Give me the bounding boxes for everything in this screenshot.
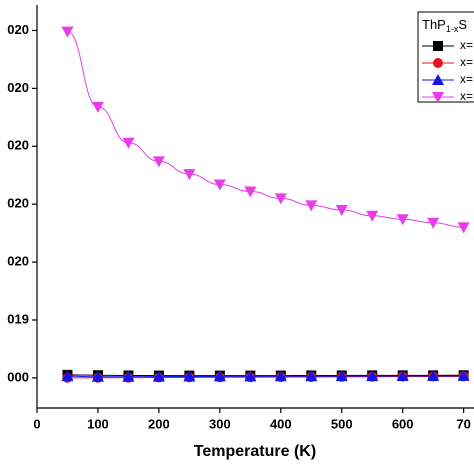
marker (274, 370, 287, 382)
legend-label: x= (460, 72, 473, 86)
x-tick-label: 300 (209, 416, 231, 431)
x-tick-label: 600 (392, 416, 414, 431)
x-axis-label: Temperature (K) (194, 443, 316, 460)
legend-label: x= (460, 89, 473, 103)
legend-label: x= (460, 55, 473, 69)
x-tick-label: 70 (456, 416, 470, 431)
marker (244, 186, 257, 198)
marker (213, 370, 226, 382)
y-tick-label: 000 (7, 369, 29, 384)
legend-marker (433, 58, 443, 68)
marker (335, 370, 348, 382)
x-tick-label: 500 (331, 416, 353, 431)
marker (152, 370, 165, 382)
marker (183, 370, 196, 382)
y-tick-label: 019 (7, 311, 29, 326)
marker (91, 101, 104, 113)
series-line (67, 375, 464, 378)
marker (457, 222, 470, 234)
series-line (67, 31, 464, 228)
legend-marker (432, 74, 444, 85)
marker (366, 370, 379, 382)
x-tick-label: 400 (270, 416, 292, 431)
legend-box (417, 11, 474, 103)
marker (213, 179, 226, 191)
marker (427, 217, 440, 229)
y-tick-label: 020 (7, 254, 29, 269)
marker (427, 370, 440, 382)
marker (366, 210, 379, 222)
y-tick-label: 020 (7, 22, 29, 37)
legend-label: x= (460, 38, 473, 52)
y-tick-label: 020 (7, 138, 29, 153)
marker (152, 156, 165, 168)
x-tick-label: 0 (33, 416, 40, 431)
marker (61, 26, 74, 38)
legend-title-part: ThP (422, 17, 446, 32)
y-tick-label: 020 (7, 196, 29, 211)
marker (244, 370, 257, 382)
marker (183, 169, 196, 181)
marker (274, 193, 287, 205)
marker (457, 369, 470, 381)
legend-marker (433, 41, 443, 51)
marker (305, 200, 318, 212)
x-tick-label: 100 (87, 416, 109, 431)
marker (396, 370, 409, 382)
legend-title: ThP1-xS (422, 17, 467, 34)
legend-title-part: S (458, 17, 467, 32)
y-tick-label: 020 (7, 80, 29, 95)
legend-marker (432, 92, 444, 103)
legend-title-part: 1-x (446, 24, 459, 34)
marker (122, 370, 135, 382)
marker (335, 204, 348, 216)
marker (396, 214, 409, 226)
marker (305, 370, 318, 382)
marker (122, 137, 135, 149)
marker (61, 370, 74, 382)
x-tick-label: 200 (148, 416, 170, 431)
marker (91, 370, 104, 382)
